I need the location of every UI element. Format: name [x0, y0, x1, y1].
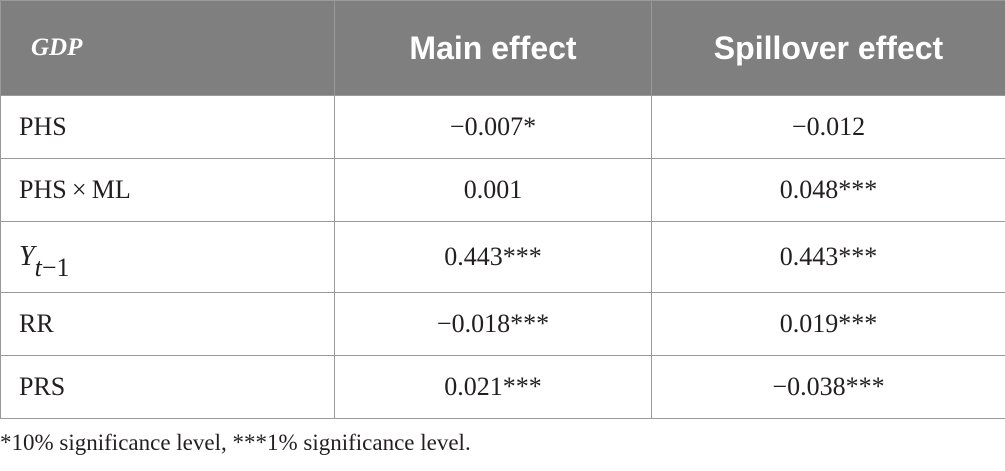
main-effect-value: −0.007* [334, 95, 652, 159]
table-footnote: *10% significance level, ***1% significa… [0, 430, 471, 455]
table-row: Yt−1 0.443*** 0.443*** [0, 221, 1005, 293]
row-label: PHS [0, 95, 335, 159]
spillover-effect-value: −0.012 [651, 95, 1005, 159]
results-table: GDP Main effect Spillover effect PHS −0.… [0, 0, 1005, 419]
row-label: RR [0, 292, 335, 356]
lagged-y-subscript: t−1 [35, 253, 70, 282]
spillover-effect-value: 0.048*** [651, 158, 1005, 222]
row-label: PHS × ML [0, 158, 335, 222]
row-label: PRS [0, 355, 335, 419]
main-effect-value: 0.443*** [334, 221, 652, 293]
table-row: PHS × ML 0.001 0.048*** [0, 158, 1005, 222]
table-row: RR −0.018*** 0.019*** [0, 292, 1005, 356]
spillover-effect-value: 0.443*** [651, 221, 1005, 293]
header-main-effect: Main effect [334, 0, 652, 96]
row-label: Yt−1 [0, 221, 335, 293]
main-effect-value: 0.001 [334, 158, 652, 222]
main-effect-value: −0.018*** [334, 292, 652, 356]
table-row: PHS −0.007* −0.012 [0, 95, 1005, 159]
lagged-y-subscript-rest: −1 [41, 253, 70, 282]
main-effect-value: 0.021*** [334, 355, 652, 419]
spillover-effect-value: 0.019*** [651, 292, 1005, 356]
lagged-y-symbol: Y [19, 241, 35, 272]
table-row: PRS 0.021*** −0.038*** [0, 355, 1005, 419]
header-spillover-effect: Spillover effect [651, 0, 1005, 96]
lagged-y-subscript-var: t [34, 253, 42, 282]
header-row: GDP Main effect Spillover effect [0, 0, 1005, 96]
spillover-effect-value: −0.038*** [651, 355, 1005, 419]
header-variable: GDP [0, 0, 335, 96]
